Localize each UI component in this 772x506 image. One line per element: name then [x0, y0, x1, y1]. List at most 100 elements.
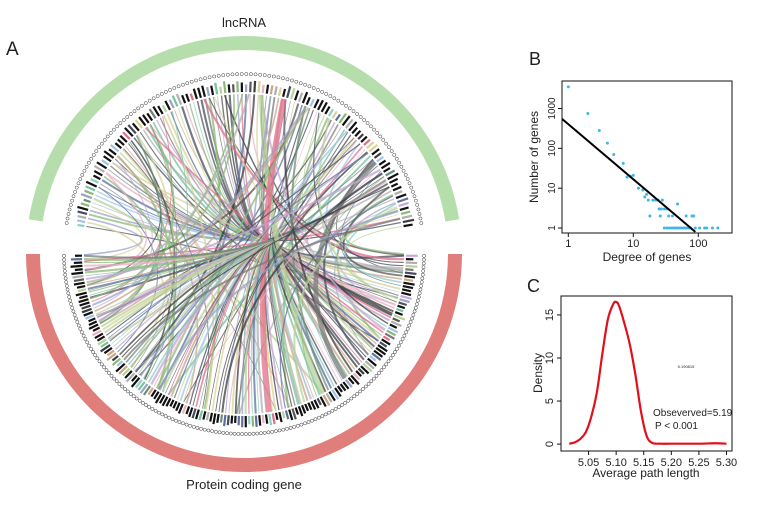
lncrna-label-mark	[194, 78, 198, 83]
gene-marker	[403, 278, 414, 282]
lncrna-marker	[109, 144, 120, 153]
data-point	[586, 111, 590, 115]
data-point	[676, 202, 680, 206]
gene-label-mark	[65, 287, 70, 292]
data-point	[662, 207, 666, 211]
gene-marker	[216, 413, 220, 423]
lncrna-label-mark	[415, 203, 420, 207]
gene-label-mark	[337, 405, 341, 409]
gene-label-mark	[76, 323, 81, 328]
lncrna-label-mark	[132, 109, 137, 114]
data-point	[597, 129, 601, 133]
gene-label-mark	[372, 376, 376, 381]
link	[93, 158, 153, 309]
link	[218, 151, 368, 413]
lncrna-label-mark	[389, 149, 394, 153]
lncrna-label-mark	[362, 118, 367, 122]
gene-label-mark	[191, 425, 196, 429]
link	[262, 96, 276, 241]
lncrna-label-mark	[89, 156, 94, 161]
lncrna-label-mark	[168, 88, 172, 92]
data-point	[676, 226, 680, 230]
gene-marker	[131, 374, 138, 382]
lncrna-marker	[227, 84, 231, 93]
x-tick-label: 5.15	[633, 457, 654, 469]
gene-marker	[331, 389, 340, 400]
y-tick-label: 10	[547, 182, 558, 194]
lncrna-label-mark	[212, 74, 216, 79]
gene-marker	[284, 410, 290, 420]
lncrna-label-mark	[411, 190, 415, 194]
lncrna-marker	[282, 88, 287, 98]
gene-label-mark	[404, 330, 408, 335]
lncrna-marker	[320, 101, 328, 113]
lncrna-label-mark	[417, 212, 422, 216]
panel-label-b: B	[529, 49, 541, 69]
lncrna-marker	[368, 143, 379, 153]
gene-label-mark	[386, 359, 391, 364]
lncrna-marker	[83, 198, 91, 204]
lncrna-label-mark	[82, 168, 87, 173]
gene-label-mark	[89, 347, 93, 351]
lncrna-marker	[84, 189, 94, 196]
gene-marker	[401, 288, 412, 293]
lncrna-marker	[334, 113, 341, 122]
gene-label-mark	[295, 423, 300, 428]
x-tick-label: 5.30	[716, 457, 737, 469]
lncrna-marker	[90, 178, 99, 184]
lncrna-marker	[77, 205, 89, 212]
lncrna-marker	[146, 112, 154, 122]
gene-marker	[177, 403, 184, 414]
gene-label-mark	[422, 257, 426, 262]
data-point	[693, 226, 697, 230]
lncrna-marker	[253, 80, 257, 93]
gene-marker	[73, 278, 85, 283]
gene-label-mark	[418, 287, 423, 292]
gene-marker	[355, 370, 362, 377]
lncrna-marker	[383, 167, 391, 173]
lncrna-label-mark	[221, 73, 226, 78]
gene-marker	[100, 344, 111, 353]
gene-marker	[134, 379, 143, 389]
gene-label-mark	[170, 417, 175, 422]
gene-marker	[367, 357, 377, 367]
gene-marker	[106, 349, 115, 357]
gene-marker	[209, 412, 214, 422]
lncrna-label-mark	[102, 138, 107, 142]
gene-marker	[364, 360, 375, 370]
lncrna-label-mark	[226, 72, 230, 77]
data-point	[636, 186, 640, 190]
lncrna-label-mark	[276, 75, 281, 80]
data-point	[705, 226, 709, 230]
data-point	[612, 153, 616, 157]
lncrna-marker	[387, 172, 399, 181]
group-label-lncrna: lncRNA	[222, 15, 266, 30]
lncrna-label-mark	[316, 88, 320, 92]
data-point	[625, 175, 629, 179]
link	[98, 124, 175, 323]
lncrna-label-mark	[80, 173, 85, 177]
gene-marker	[212, 413, 217, 425]
gene-label-mark	[358, 389, 363, 394]
gene-label-mark	[361, 387, 365, 391]
gene-label-mark	[177, 420, 182, 424]
link	[223, 94, 389, 325]
lncrna-label-mark	[70, 198, 74, 203]
link	[99, 97, 280, 325]
lncrna-label-mark	[185, 81, 190, 86]
gene-marker	[390, 320, 402, 328]
gene-label-mark	[163, 414, 168, 418]
lncrna-marker	[399, 206, 409, 212]
gene-marker	[319, 396, 327, 407]
data-point	[667, 214, 671, 218]
lncrna-label-mark	[105, 134, 110, 139]
link	[83, 217, 143, 256]
gene-marker	[96, 335, 106, 342]
gene-label-mark	[402, 333, 407, 338]
gene-marker	[158, 394, 166, 404]
gene-marker	[347, 377, 355, 385]
gene-marker	[73, 281, 85, 286]
link	[158, 94, 248, 391]
lncrna-marker	[257, 80, 261, 93]
gene-marker	[377, 344, 388, 353]
